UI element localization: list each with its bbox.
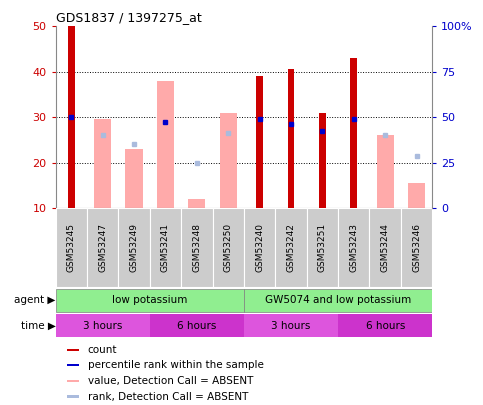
Bar	[68, 26, 75, 208]
Bar	[67, 364, 79, 367]
Text: 3 hours: 3 hours	[83, 321, 122, 331]
Bar	[150, 208, 181, 288]
Bar	[118, 208, 150, 288]
Text: GSM53251: GSM53251	[318, 223, 327, 272]
Bar	[126, 149, 142, 208]
Bar	[338, 314, 432, 337]
Bar	[369, 208, 401, 288]
Text: GSM53243: GSM53243	[349, 223, 358, 272]
Bar	[213, 208, 244, 288]
Text: GSM53248: GSM53248	[192, 223, 201, 272]
Bar	[256, 76, 263, 208]
Text: GSM53244: GSM53244	[381, 223, 390, 272]
Text: GDS1837 / 1397275_at: GDS1837 / 1397275_at	[56, 11, 201, 24]
Bar	[307, 208, 338, 288]
Text: low potassium: low potassium	[112, 295, 187, 305]
Text: percentile rank within the sample: percentile rank within the sample	[87, 360, 263, 370]
Bar	[181, 208, 213, 288]
Bar	[338, 208, 369, 288]
Bar	[56, 208, 87, 288]
Bar	[67, 349, 79, 351]
Bar	[56, 289, 244, 312]
Text: agent ▶: agent ▶	[14, 295, 56, 305]
Bar	[157, 81, 174, 208]
Text: time ▶: time ▶	[21, 321, 56, 331]
Text: rank, Detection Call = ABSENT: rank, Detection Call = ABSENT	[87, 392, 248, 402]
Bar	[188, 199, 205, 208]
Bar	[319, 113, 326, 208]
Text: 6 hours: 6 hours	[177, 321, 216, 331]
Text: GSM53242: GSM53242	[286, 223, 296, 272]
Bar	[401, 208, 432, 288]
Bar	[94, 119, 111, 208]
Bar	[244, 208, 275, 288]
Text: 3 hours: 3 hours	[271, 321, 311, 331]
Bar	[220, 113, 237, 208]
Bar	[87, 208, 118, 288]
Text: GSM53245: GSM53245	[67, 223, 76, 272]
Text: GSM53250: GSM53250	[224, 223, 233, 272]
Text: GSM53249: GSM53249	[129, 223, 139, 272]
Bar	[67, 380, 79, 382]
Bar	[408, 183, 425, 208]
Bar	[244, 289, 432, 312]
Bar	[350, 58, 357, 208]
Bar	[275, 208, 307, 288]
Text: GSM53246: GSM53246	[412, 223, 421, 272]
Text: value, Detection Call = ABSENT: value, Detection Call = ABSENT	[87, 376, 253, 386]
Bar	[67, 396, 79, 398]
Bar	[56, 314, 150, 337]
Text: GSM53240: GSM53240	[255, 223, 264, 272]
Text: count: count	[87, 345, 117, 355]
Bar	[244, 314, 338, 337]
Text: GW5074 and low potassium: GW5074 and low potassium	[265, 295, 411, 305]
Bar	[377, 135, 394, 208]
Text: 6 hours: 6 hours	[366, 321, 405, 331]
Bar	[287, 70, 295, 208]
Bar	[150, 314, 244, 337]
Text: GSM53247: GSM53247	[98, 223, 107, 272]
Text: GSM53241: GSM53241	[161, 223, 170, 272]
